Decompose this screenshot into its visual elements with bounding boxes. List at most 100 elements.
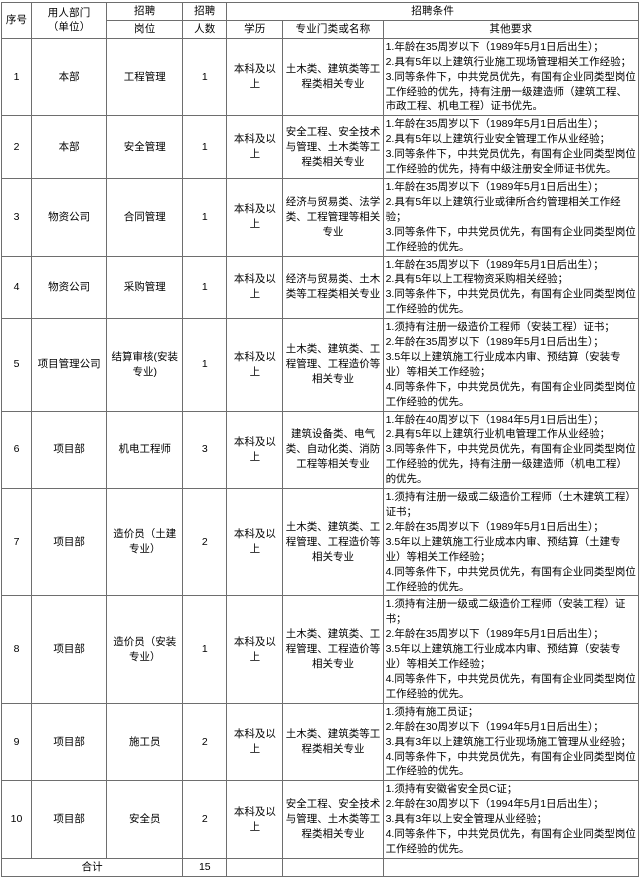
- requirement-line: 4.同等条件下，中共党员优先，有国有企业同类型岗位工作经验的优先。: [385, 828, 636, 855]
- requirement-line: 3.同等条件下，中共党员优先，有国有企业同类型岗位工作经验的优先，持有注册一级建…: [385, 70, 636, 113]
- cell-other-requirements: 1.年龄在35周岁以下（1989年5月1日后出生）； 2.具有5年以上建筑行业或律…: [382, 177, 640, 257]
- header-conditions: 招聘条件: [226, 2, 639, 21]
- cell-other-requirements: 1.须持有注册一级或二级造价工程师（安装工程）证书； 2.年龄在35周岁以下（19…: [382, 595, 640, 704]
- requirement-line: 2.具有5年以上建筑行业安全管理工作从业经验；: [385, 133, 611, 146]
- cell-department: 项目部: [31, 702, 108, 782]
- cell-department: 项目管理公司: [31, 318, 108, 412]
- cell-education: 本科及以上: [226, 780, 284, 859]
- table-row: 2 本部 安全管理 1 本科及以上 安全工程、安全技术与管理、土木类等工程类相关专业 1.年…: [0, 115, 640, 179]
- cell-position: 采购管理: [106, 255, 184, 320]
- cell-other-requirements: 1.须持有注册一级或二级造价工程师（土木建筑工程）证书； 2.年龄在35周岁以下（…: [382, 488, 640, 597]
- table-row: 8 项目部 造价员（安装专业） 1 本科及以上 土木类、建筑类、工程管理、工程造价等相关专…: [0, 595, 640, 704]
- table-body: 1 本部 工程管理 1 本科及以上 土木类、建筑类等工程类相关专业 1.年龄在35周岁以下（…: [0, 37, 640, 877]
- cell-education: 本科及以上: [226, 318, 284, 412]
- cell-department: 本部: [31, 37, 108, 117]
- cell-major: 土木类、建筑类、工程管理、工程造价等相关专业: [282, 488, 384, 597]
- cell-position: 安全管理: [106, 115, 184, 179]
- cell-other-requirements: 1.须持有注册一级造价工程师（安装工程）证书； 2.年龄在35周岁以下（1989年…: [382, 318, 640, 412]
- total-label: 合计: [0, 857, 184, 877]
- requirement-line: 1.须持有安徽省安全员C证；: [385, 783, 518, 796]
- header-department-line1: 用人部门: [47, 6, 91, 19]
- cell-position: 结算审核(安装专业): [106, 318, 184, 412]
- cell-sequence-number: 10: [0, 780, 33, 859]
- cell-other-requirements: 1.年龄在40周岁以下（1984年5月1日后出生）； 2.具有5年以上建筑行业机电…: [382, 410, 640, 490]
- cell-major: 土木类、建筑类等工程类相关专业: [282, 702, 384, 782]
- header-other-requirements: 其他要求: [382, 19, 640, 39]
- total-education: [226, 857, 284, 877]
- header-row-1: 序号 用人部门 （单位） 招聘 招聘 招聘条件: [0, 2, 639, 39]
- cell-headcount: 2: [182, 488, 228, 597]
- cell-education: 本科及以上: [226, 37, 284, 117]
- cell-other-requirements: 1.须持有安徽省安全员C证； 2.年龄在30周岁以下（1994年5月1日后出生）；…: [382, 780, 640, 859]
- requirement-line: 1.须持有注册一级或二级造价工程师（土木建筑工程）证书；: [385, 491, 636, 518]
- cell-sequence-number: 9: [0, 702, 33, 782]
- cell-major: 土木类、建筑类、工程管理、工程造价等相关专业: [282, 318, 384, 412]
- requirement-line: 1.年龄在35周岁以下（1989年5月1日后出生）；: [385, 180, 604, 193]
- requirement-line: 4.同等条件下，中共党员优先，有国有企业同类型岗位工作经验的优先。: [385, 672, 636, 700]
- requirement-line: 3.具有3年以上建筑施工行业现场施工管理从业经验；: [385, 735, 632, 748]
- cell-position: 工程管理: [106, 37, 184, 117]
- cell-department: 本部: [31, 115, 108, 179]
- cell-department: 物资公司: [31, 255, 108, 320]
- table-row: 3 物资公司 合同管理 1 本科及以上 经济与贸易类、法学类、工程管理等相关专业 1.年龄在…: [0, 177, 640, 257]
- cell-sequence-number: 4: [0, 255, 33, 320]
- requirement-line: 3.5年以上建筑施工行业成本内审、预结算（安装专业）等相关工作经验；: [385, 643, 621, 671]
- total-headcount: 15: [182, 857, 228, 877]
- cell-major: 建筑设备类、电气类、自动化类、消防工程等相关专业: [282, 410, 384, 490]
- cell-headcount: 1: [182, 318, 228, 412]
- cell-education: 本科及以上: [226, 702, 284, 782]
- header-count-line2: 人数: [182, 19, 228, 39]
- requirement-line: 1.须持有注册一级造价工程师（安装工程）证书；: [385, 321, 615, 334]
- requirement-line: 4.同等条件下，中共党员优先，有国有企业同类型岗位工作经验的优先。: [385, 750, 636, 778]
- requirement-line: 4.同等条件下，中共党员优先，有国有企业同类型岗位工作经验的优先。: [385, 380, 636, 408]
- cell-department: 物资公司: [31, 177, 108, 257]
- cell-major: 土木类、建筑类、工程管理、工程造价等相关专业: [282, 595, 384, 704]
- requirement-line: 1.年龄在35周岁以下（1989年5月1日后出生）；: [385, 40, 604, 53]
- requirement-line: 2.年龄在30周岁以下（1994年5月1日后出生）；: [385, 798, 604, 811]
- cell-education: 本科及以上: [226, 115, 284, 179]
- table-row: 7 项目部 造价员（土建专业） 2 本科及以上 土木类、建筑类、工程管理、工程造价等相关专…: [0, 488, 640, 597]
- cell-sequence-number: 6: [0, 410, 33, 490]
- cell-education: 本科及以上: [226, 488, 284, 597]
- table-row: 1 本部 工程管理 1 本科及以上 土木类、建筑类等工程类相关专业 1.年龄在35周岁以下（…: [0, 37, 640, 117]
- requirement-line: 3.同等条件下，中共党员优先，有国有企业同类型岗位工作经验的优先。: [385, 225, 636, 253]
- requirement-line: 2.具有5年以上建筑行业机电管理工作从业经验；: [385, 428, 611, 441]
- header-seq: 序号: [0, 2, 33, 39]
- requirement-line: 4.同等条件下，中共党员优先，有国有企业同类型岗位工作经验的优先。: [385, 565, 636, 593]
- cell-headcount: 1: [182, 37, 228, 117]
- header-count-line1: 招聘: [182, 2, 228, 21]
- header-post-line2: 岗位: [106, 19, 184, 39]
- cell-major: 土木类、建筑类等工程类相关专业: [282, 37, 384, 117]
- cell-major: 安全工程、安全技术与管理、土木类等工程类相关专业: [282, 780, 384, 859]
- requirement-line: 3.5年以上建筑施工行业成本内审、预结算（土建专业）等相关工作经验；: [385, 535, 621, 563]
- cell-department: 项目部: [31, 488, 108, 597]
- cell-position: 安全员: [106, 780, 184, 859]
- header-department-line2: （单位）: [47, 21, 91, 34]
- cell-headcount: 1: [182, 255, 228, 320]
- requirement-line: 2.具有5年以上工程物资采购相关经验；: [385, 273, 569, 286]
- requirement-line: 1.年龄在40周岁以下（1984年5月1日后出生）；: [385, 413, 604, 426]
- table-row: 4 物资公司 采购管理 1 本科及以上 经济与贸易类、土木类等工程类相关专业 1.年龄在35…: [0, 255, 640, 320]
- cell-headcount: 1: [182, 177, 228, 257]
- cell-education: 本科及以上: [226, 177, 284, 257]
- header-post-line1: 招聘: [106, 2, 184, 21]
- cell-position: 造价员（土建专业）: [106, 488, 184, 597]
- cell-position: 施工员: [106, 702, 184, 782]
- cell-department: 项目部: [31, 410, 108, 490]
- cell-major: 经济与贸易类、法学类、工程管理等相关专业: [282, 177, 384, 257]
- total-row: 合计 15: [0, 857, 640, 877]
- cell-sequence-number: 1: [0, 37, 33, 117]
- cell-headcount: 1: [182, 595, 228, 704]
- cell-education: 本科及以上: [226, 255, 284, 320]
- table-row: 6 项目部 机电工程师 3 本科及以上 建筑设备类、电气类、自动化类、消防工程等相关专业 1…: [0, 410, 640, 490]
- header-major: 专业门类或名称: [282, 19, 384, 39]
- cell-headcount: 2: [182, 702, 228, 782]
- table-header: 序号 用人部门 （单位） 招聘 招聘 招聘条件 岗位 人数 学历 专业门类或名称…: [0, 2, 640, 39]
- cell-department: 项目部: [31, 595, 108, 704]
- cell-other-requirements: 1.年龄在35周岁以下（1989年5月1日后出生）； 2.具有5年以上建筑行业安全…: [382, 115, 640, 179]
- cell-headcount: 3: [182, 410, 228, 490]
- cell-sequence-number: 8: [0, 595, 33, 704]
- table-row: 9 项目部 施工员 2 本科及以上 土木类、建筑类等工程类相关专业 1.须持有施工员证； 2.…: [0, 702, 640, 782]
- requirement-line: 3.5年以上建筑施工行业成本内审、预结算（安装专业）等相关工作经验；: [385, 350, 621, 378]
